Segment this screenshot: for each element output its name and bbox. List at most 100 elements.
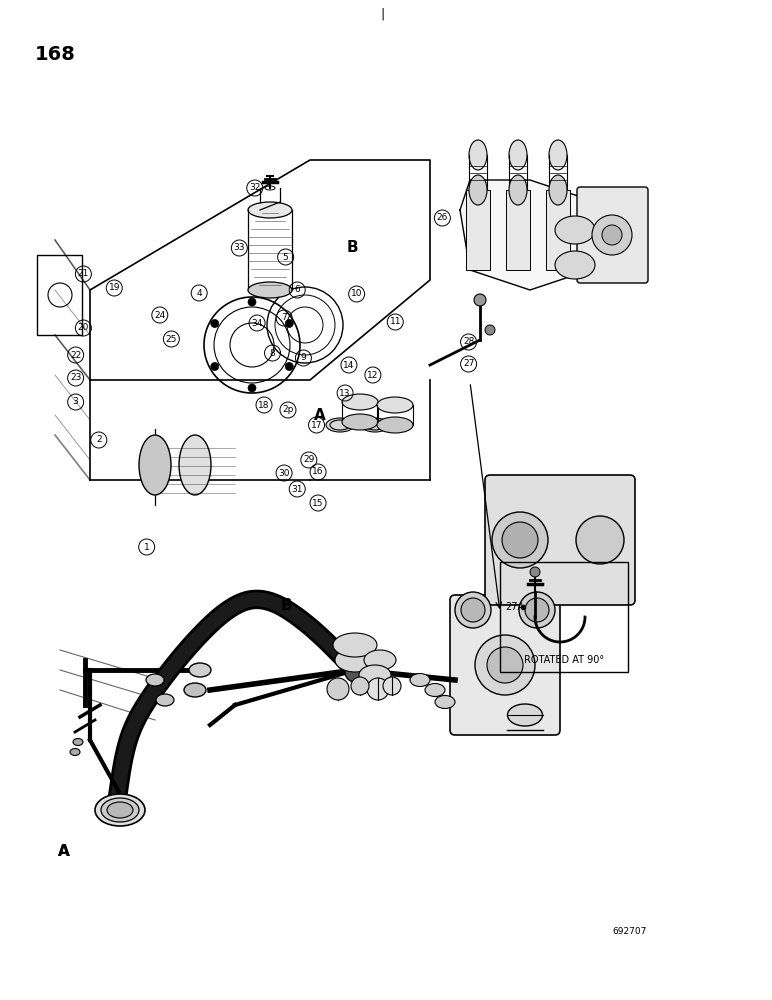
Ellipse shape xyxy=(361,418,389,432)
Ellipse shape xyxy=(507,704,543,726)
Text: 2p: 2p xyxy=(283,406,293,414)
Ellipse shape xyxy=(509,140,527,170)
FancyBboxPatch shape xyxy=(485,475,635,605)
Text: 22: 22 xyxy=(70,351,81,360)
Text: 13: 13 xyxy=(340,388,350,397)
Text: B: B xyxy=(346,240,357,255)
Circle shape xyxy=(211,362,218,370)
Circle shape xyxy=(285,362,293,370)
Circle shape xyxy=(576,516,624,564)
Text: 30: 30 xyxy=(279,468,290,478)
Circle shape xyxy=(592,215,632,255)
Ellipse shape xyxy=(326,418,354,432)
Text: 12: 12 xyxy=(367,370,378,379)
Ellipse shape xyxy=(549,140,567,170)
Ellipse shape xyxy=(377,417,413,433)
Circle shape xyxy=(485,325,495,335)
Ellipse shape xyxy=(342,394,378,410)
Bar xyxy=(466,190,490,270)
Ellipse shape xyxy=(410,674,430,686)
Ellipse shape xyxy=(189,663,211,677)
Ellipse shape xyxy=(469,175,487,205)
Circle shape xyxy=(248,298,256,306)
Bar xyxy=(506,190,530,270)
Ellipse shape xyxy=(469,140,487,170)
Circle shape xyxy=(530,567,540,577)
Text: 10: 10 xyxy=(351,290,362,298)
Text: 26: 26 xyxy=(437,214,448,223)
Ellipse shape xyxy=(367,678,389,700)
Text: 4: 4 xyxy=(196,288,202,298)
Text: A: A xyxy=(314,408,326,422)
Text: 14: 14 xyxy=(344,360,354,369)
Ellipse shape xyxy=(333,633,377,657)
Text: 25: 25 xyxy=(166,334,177,344)
Text: A: A xyxy=(58,844,70,859)
Ellipse shape xyxy=(555,216,595,244)
Ellipse shape xyxy=(359,665,391,685)
Text: 27A: 27A xyxy=(505,602,524,612)
Text: 6: 6 xyxy=(294,286,300,294)
Text: 19: 19 xyxy=(109,284,120,292)
Circle shape xyxy=(502,522,538,558)
Circle shape xyxy=(519,592,555,628)
Text: 168: 168 xyxy=(35,45,76,64)
Text: 692707: 692707 xyxy=(613,928,647,936)
Ellipse shape xyxy=(101,798,139,822)
Circle shape xyxy=(248,384,256,392)
Bar xyxy=(500,562,628,672)
Text: 1: 1 xyxy=(144,542,150,552)
Text: 8: 8 xyxy=(269,349,276,358)
Text: 3: 3 xyxy=(73,397,79,406)
Ellipse shape xyxy=(335,648,375,672)
Ellipse shape xyxy=(248,282,292,298)
Bar xyxy=(37,255,82,335)
Text: 32: 32 xyxy=(249,184,260,192)
Ellipse shape xyxy=(139,435,171,495)
Ellipse shape xyxy=(95,794,145,826)
Ellipse shape xyxy=(248,202,292,218)
Ellipse shape xyxy=(364,650,396,670)
Text: 28: 28 xyxy=(463,338,474,347)
Ellipse shape xyxy=(425,684,445,696)
Circle shape xyxy=(487,647,523,683)
Bar xyxy=(546,190,570,270)
Circle shape xyxy=(103,798,127,822)
Ellipse shape xyxy=(509,175,527,205)
Ellipse shape xyxy=(555,251,595,279)
Ellipse shape xyxy=(73,738,83,746)
Ellipse shape xyxy=(327,678,349,700)
Text: 34: 34 xyxy=(252,318,262,328)
Ellipse shape xyxy=(179,435,211,495)
Text: 23: 23 xyxy=(70,373,81,382)
Text: 31: 31 xyxy=(292,485,303,493)
Text: 20: 20 xyxy=(78,324,89,332)
Text: 24: 24 xyxy=(154,310,165,320)
Ellipse shape xyxy=(377,397,413,413)
Circle shape xyxy=(461,598,485,622)
Text: 16: 16 xyxy=(313,468,323,477)
FancyBboxPatch shape xyxy=(450,595,560,735)
Circle shape xyxy=(492,512,548,568)
Ellipse shape xyxy=(146,674,164,686)
Text: 17: 17 xyxy=(311,420,322,430)
Ellipse shape xyxy=(342,414,378,430)
Polygon shape xyxy=(460,180,600,290)
Ellipse shape xyxy=(365,420,385,430)
Text: B: B xyxy=(280,597,292,612)
FancyBboxPatch shape xyxy=(577,187,648,283)
Text: |: | xyxy=(380,7,384,20)
Text: 29: 29 xyxy=(303,456,314,464)
Text: 33: 33 xyxy=(234,243,245,252)
Text: 2: 2 xyxy=(96,436,102,444)
Circle shape xyxy=(455,592,491,628)
Circle shape xyxy=(211,320,218,328)
Text: 21: 21 xyxy=(78,269,89,278)
Ellipse shape xyxy=(107,802,133,818)
Circle shape xyxy=(345,662,365,682)
Text: 9: 9 xyxy=(300,354,306,362)
Circle shape xyxy=(525,598,549,622)
Ellipse shape xyxy=(351,677,369,695)
Text: 18: 18 xyxy=(259,400,269,410)
Circle shape xyxy=(474,294,486,306)
